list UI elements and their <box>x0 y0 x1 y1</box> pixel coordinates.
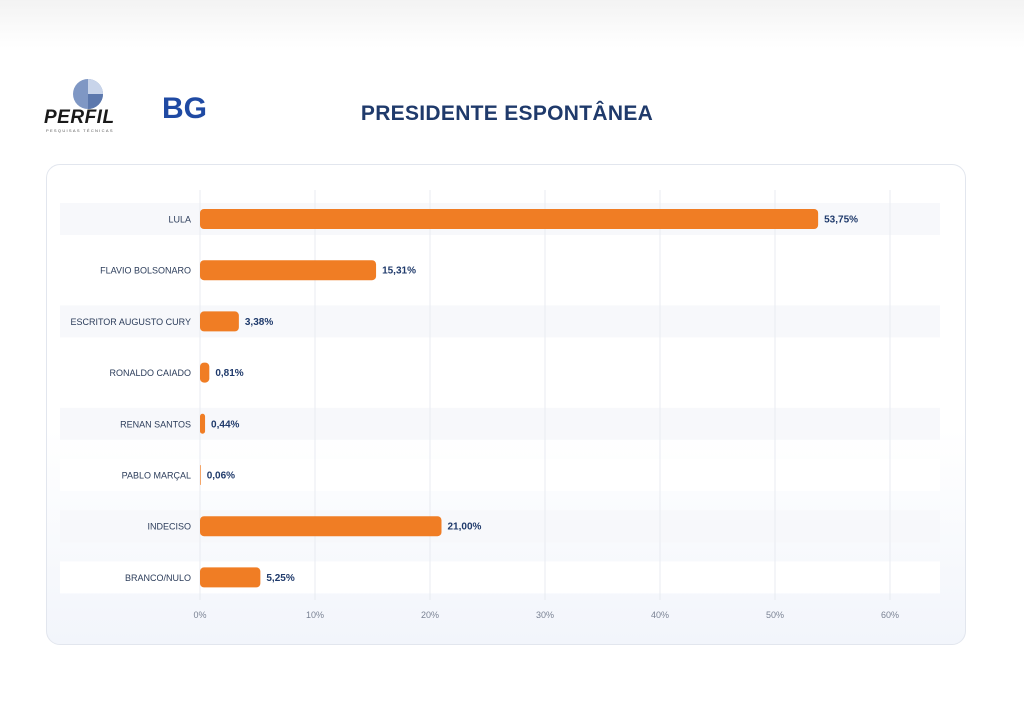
bar <box>200 516 442 537</box>
perfil-logo: PERFIL PESQUISAS TÉCNICAS <box>44 78 134 134</box>
value-label: 0,81% <box>215 368 243 379</box>
category-label: ESCRITOR AUGUSTO CURY <box>70 317 191 327</box>
value-label: 3,38% <box>245 317 273 328</box>
x-tick-label: 40% <box>651 610 669 620</box>
bar <box>200 413 206 434</box>
value-label: 53,75% <box>824 215 858 226</box>
row-band <box>60 356 940 389</box>
x-tick-label: 30% <box>536 610 554 620</box>
value-label: 0,06% <box>207 471 235 482</box>
value-label: 0,44% <box>211 419 239 430</box>
bar <box>200 209 819 229</box>
x-tick-label: 20% <box>421 610 439 620</box>
row-band <box>60 254 940 287</box>
category-label: PABLO MARÇAL <box>122 471 191 481</box>
bar <box>200 311 239 332</box>
value-label: 21,00% <box>448 522 482 533</box>
row-band <box>60 459 940 491</box>
row-band <box>60 407 940 440</box>
x-tick-label: 0% <box>193 610 206 620</box>
category-label: BRANCO/NULO <box>125 573 191 583</box>
chart-title: PRESIDENTE ESPONTÂNEA <box>360 102 654 125</box>
top-fade <box>0 0 1024 48</box>
bar <box>200 362 210 383</box>
category-label: RENAN SANTOS <box>120 419 191 429</box>
pie-logo-icon <box>73 79 103 109</box>
bar <box>200 465 201 485</box>
category-label: RONALDO CAIADO <box>109 368 191 378</box>
bar <box>200 260 377 281</box>
value-label: 15,31% <box>382 266 416 277</box>
x-tick-label: 50% <box>766 610 784 620</box>
row-band <box>60 510 940 543</box>
category-label: INDECISO <box>147 522 191 532</box>
row-band <box>60 561 940 594</box>
bg-logo-text: BG <box>162 92 206 124</box>
category-label: LULA <box>168 215 191 225</box>
x-tick-label: 10% <box>306 610 324 620</box>
value-label: 5,25% <box>266 573 294 584</box>
perfil-logo-subtext: PESQUISAS TÉCNICAS <box>46 128 114 133</box>
row-band <box>60 305 940 338</box>
bar <box>200 567 261 588</box>
perfil-logo-text: PERFIL <box>44 107 115 128</box>
category-label: FLAVIO BOLSONARO <box>100 266 191 276</box>
bg-logo: BG <box>162 92 206 124</box>
x-tick-label: 60% <box>881 610 899 620</box>
